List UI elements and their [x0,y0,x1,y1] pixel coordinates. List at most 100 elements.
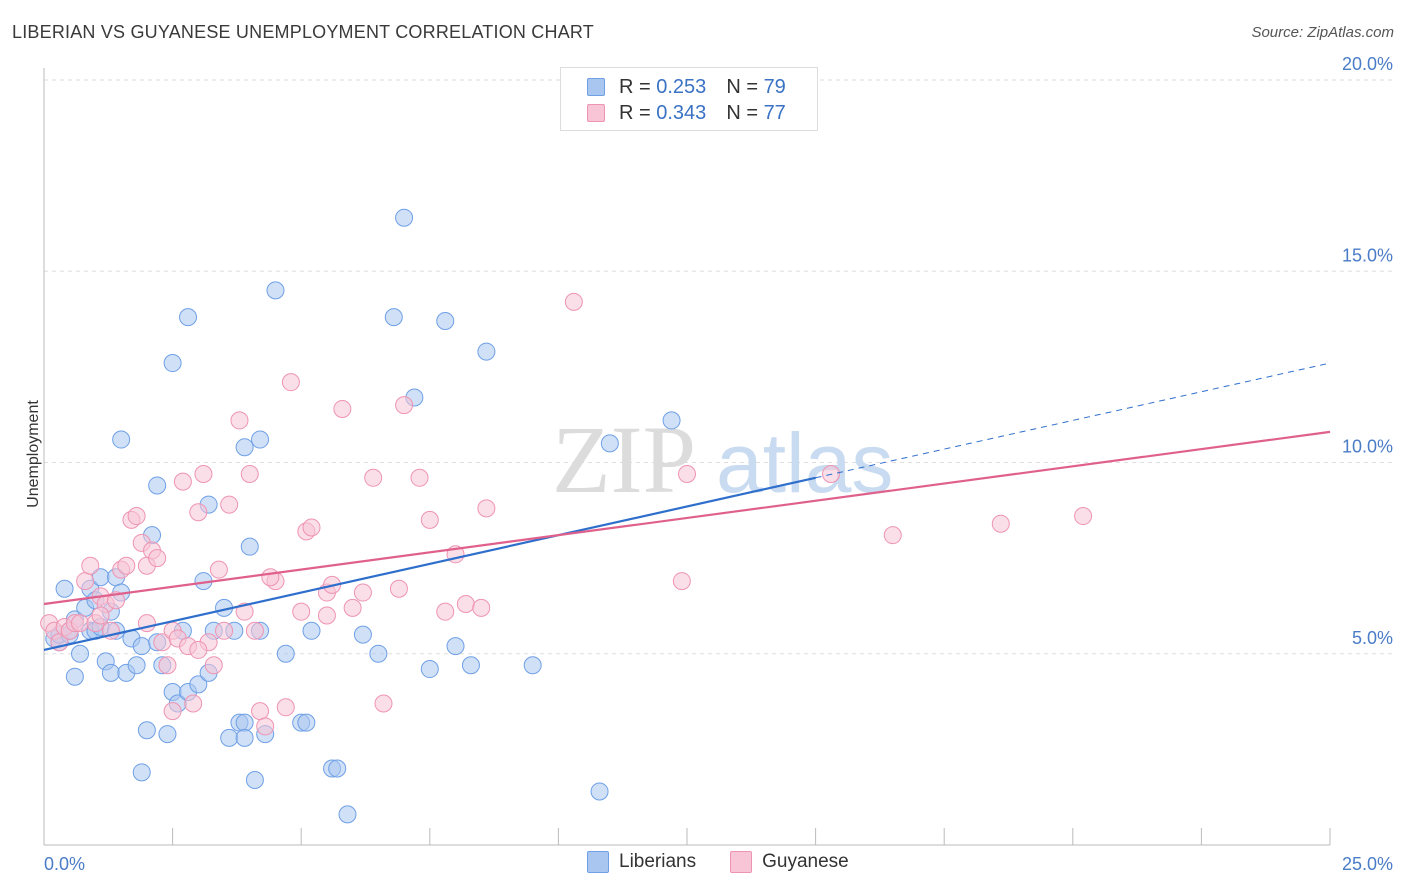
guyanese-point [163,702,182,721]
liberians-point [276,644,295,663]
guyanese-point [215,621,234,640]
legend-row-liberians: R = 0.253 N = 79 [587,75,786,99]
liberians-point [338,805,357,824]
x-tick-label-max: 25.0% [1342,854,1393,874]
guyanese-point [76,572,95,591]
liberians-point [436,311,455,330]
liberians-point [461,656,480,675]
guyanese-point [230,411,249,430]
n-value-liberians: 79 [763,75,786,98]
y-tick-label: 10.0% [1342,437,1393,457]
axis-layer [43,68,1331,846]
guyanese-point [1074,507,1093,526]
guyanese-point [71,614,90,633]
guyanese-point [184,694,203,713]
guyanese-point [148,549,167,568]
n-label: N = [726,101,758,124]
legend-item-liberians[interactable]: Liberians [587,851,696,873]
liberians-trendline [43,476,816,651]
guyanese-point [261,568,280,587]
liberians-point [189,675,208,694]
guyanese-point [564,292,583,311]
grid-layer [44,79,1395,655]
guyanese-point [127,507,146,526]
liberians-point [328,759,347,778]
guyanese-point [678,464,696,483]
liberians-point [420,660,439,679]
y-tick-label: 15.0% [1342,245,1393,265]
liberians-point [446,637,465,656]
guyanese-swatch [587,104,605,122]
guyanese-point [235,602,254,621]
liberians-point [477,342,496,361]
liberians-point [369,644,388,663]
guyanese-point [672,572,691,591]
guyanese-point [333,399,352,418]
x-tick-label-min: 0.0% [44,854,85,874]
liberians-point [235,713,254,732]
guyanese-point [317,606,336,625]
liberians-point [158,725,177,744]
guyanese-point [245,621,264,640]
liberians-point [251,430,270,449]
guyanese-point [374,694,393,713]
liberians-point [384,308,403,327]
guyanese-point [477,499,496,518]
guyanese-point [173,472,192,491]
guyanese-point [353,583,372,602]
guyanese-point [410,468,429,487]
liberians-point [297,713,316,732]
liberians-point [600,434,619,453]
liberians-point [132,637,151,656]
r-label: R = [619,101,651,124]
guyanese-point [364,468,383,487]
guyanese-point [991,514,1010,533]
guyanese-point [158,656,177,675]
guyanese-point [194,464,213,483]
guyanese-point [220,495,239,514]
r-value-liberians: 0.253 [656,75,707,98]
guyanese-point [256,717,275,736]
points-layer [40,208,1093,824]
liberians-point [127,656,146,675]
r-label: R = [619,75,651,98]
guyanese-point [117,556,136,575]
r-value-guyanese: 0.343 [656,101,707,124]
liberians-point [353,625,372,644]
liberians-point [302,621,321,640]
liberians-point [590,782,609,801]
liberians-point [112,430,131,449]
guyanese-point [189,503,208,522]
source-label: Source: ZipAtlas.com [1251,24,1394,41]
trend-layer [43,362,1331,651]
guyanese-point [420,510,439,529]
liberians-point [148,476,167,495]
guyanese-point [251,702,270,721]
guyanese-point [81,556,100,575]
guyanese-point [281,373,300,392]
guyanese-point [395,396,414,415]
legend-row-guyanese: R = 0.343 N = 77 [587,101,786,125]
legend-item-guyanese[interactable]: Guyanese [730,851,849,873]
liberians-point [137,721,156,740]
liberians-point [266,281,285,300]
tick-labels: 5.0% 10.0% 15.0% 20.0% 0.0% 25.0% [44,54,1393,874]
liberians-point [220,728,239,747]
liberians-point [71,644,90,663]
series-legend: Liberians Guyanese [587,851,883,873]
liberians-point [523,656,542,675]
y-tick-label: 20.0% [1342,54,1393,74]
guyanese-legend-swatch [730,851,753,873]
guyanese-point [436,602,455,621]
liberians-point [55,579,74,598]
liberians-point [65,667,84,686]
liberians-point [240,537,259,556]
guyanese-point [302,518,321,537]
correlation-legend: R = 0.253 N = 79 R = 0.343 N = 77 [560,67,818,131]
guyanese-point [456,595,475,614]
watermark-atlas: atlas [716,416,893,510]
liberians-swatch [587,78,605,96]
legend-label-guyanese: Guyanese [762,851,849,872]
liberians-point [662,411,681,430]
